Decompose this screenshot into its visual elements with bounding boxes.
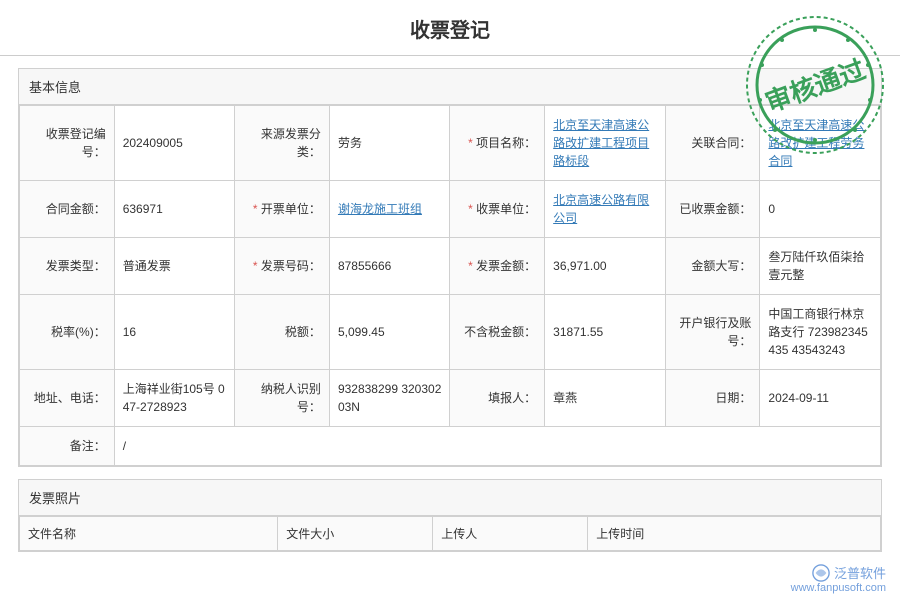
watermark: 泛普软件 www.fanpusoft.com (791, 563, 886, 594)
logo-icon (812, 564, 830, 582)
basic-info-table: 收票登记编号：202409005来源发票分类：劳务项目名称：北京至天津高速公路改… (19, 105, 881, 466)
field-label: 纳税人识别号： (235, 370, 330, 427)
column-header: 上传时间 (588, 517, 881, 551)
column-header: 上传人 (433, 517, 588, 551)
field-label: 税额： (235, 295, 330, 370)
files-header: 发票照片 (19, 480, 881, 516)
field-label: 地址、电话： (20, 370, 115, 427)
field-value: 劳务 (329, 106, 450, 181)
field-label: 项目名称： (450, 106, 545, 181)
field-label: 关联合同： (665, 106, 760, 181)
field-label: 不含税金额： (450, 295, 545, 370)
table-row: 收票登记编号：202409005来源发票分类：劳务项目名称：北京至天津高速公路改… (20, 106, 881, 181)
field-value: / (114, 427, 880, 466)
field-value: 202409005 (114, 106, 235, 181)
field-label: 填报人： (450, 370, 545, 427)
field-label: 备注： (20, 427, 115, 466)
column-header: 文件大小 (278, 517, 433, 551)
table-row: 地址、电话：上海祥业街105号 047-2728923纳税人识别号：932838… (20, 370, 881, 427)
field-value: 普通发票 (114, 238, 235, 295)
table-row: 合同金额：636971开票单位： 谢海龙施工班组 收票单位：北京高速公路有限公司已收… (20, 181, 881, 238)
field-label: 来源发票分类： (235, 106, 330, 181)
table-row: 备注：/ (20, 427, 881, 466)
field-value: 北京至天津高速公路改扩建工程劳务合同 (760, 106, 881, 181)
field-value: 0 (760, 181, 881, 238)
table-row: 发票类型：普通发票发票号码：87855666发票金额：36,971.00金额大写… (20, 238, 881, 295)
field-value: 36,971.00 (545, 238, 666, 295)
field-value: 31871.55 (545, 295, 666, 370)
field-value: 谢海龙施工班组 (329, 181, 450, 238)
link[interactable]: 北京至天津高速公路改扩建工程劳务合同 (768, 118, 864, 168)
files-table: 文件名称文件大小上传人上传时间 (19, 516, 881, 551)
files-section: 发票照片 文件名称文件大小上传人上传时间 (18, 479, 882, 552)
field-value: 中国工商银行林京路支行 723982345435 43543243 (760, 295, 881, 370)
table-row: 税率(%)：16税额：5,099.45不含税金额：31871.55开户银行及账号… (20, 295, 881, 370)
field-value: 章燕 (545, 370, 666, 427)
field-label: 已收票金额： (665, 181, 760, 238)
link[interactable]: 北京至天津高速公路改扩建工程项目路标段 (553, 118, 649, 168)
field-label: 发票类型： (20, 238, 115, 295)
field-label: 发票金额： (450, 238, 545, 295)
field-label: 收票单位： (450, 181, 545, 238)
field-value: 北京高速公路有限公司 (545, 181, 666, 238)
field-value: 上海祥业街105号 047-2728923 (114, 370, 235, 427)
field-value: 87855666 (329, 238, 450, 295)
page-title: 收票登记 (0, 0, 900, 56)
field-value: 北京至天津高速公路改扩建工程项目路标段 (545, 106, 666, 181)
field-label: 合同金额： (20, 181, 115, 238)
basic-info-section: 基本信息 收票登记编号：202409005来源发票分类：劳务项目名称：北京至天津… (18, 68, 882, 467)
field-label: 金额大写： (665, 238, 760, 295)
field-label: 日期： (665, 370, 760, 427)
field-label: 开票单位： (235, 181, 330, 238)
field-value: 932838299 32030203N (329, 370, 450, 427)
field-value: 16 (114, 295, 235, 370)
watermark-url: www.fanpusoft.com (791, 582, 886, 594)
field-value: 5,099.45 (329, 295, 450, 370)
column-header: 文件名称 (20, 517, 278, 551)
field-label: 开户银行及账号： (665, 295, 760, 370)
link[interactable]: 北京高速公路有限公司 (553, 193, 649, 225)
field-label: 税率(%)： (20, 295, 115, 370)
field-label: 发票号码： (235, 238, 330, 295)
field-value: 636971 (114, 181, 235, 238)
basic-info-header: 基本信息 (19, 69, 881, 105)
link[interactable]: 谢海龙施工班组 (338, 202, 422, 216)
watermark-brand: 泛普软件 (834, 563, 886, 582)
field-label: 收票登记编号： (20, 106, 115, 181)
field-value: 叁万陆仟玖佰柒拾壹元整 (760, 238, 881, 295)
field-value: 2024-09-11 (760, 370, 881, 427)
